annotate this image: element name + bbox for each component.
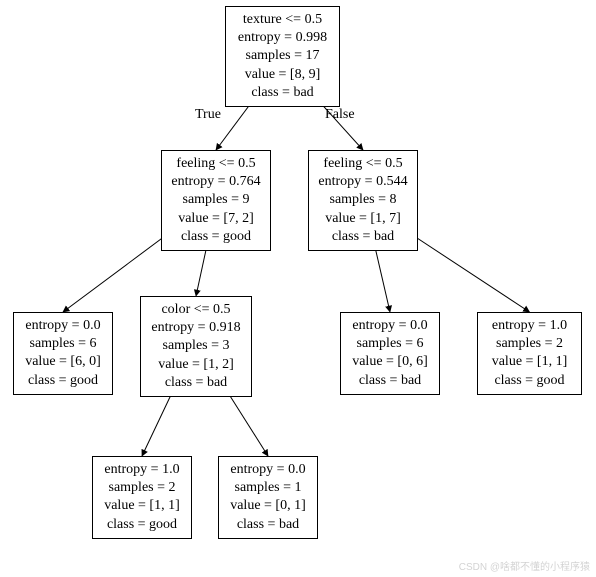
tree-node-line: samples = 6 [347, 335, 433, 353]
tree-node-line: samples = 2 [484, 335, 575, 353]
tree-node-line: class = bad [225, 516, 311, 534]
tree-node-line: value = [1, 1] [484, 353, 575, 371]
tree-node-LRL: entropy = 1.0samples = 2value = [1, 1]cl… [92, 456, 192, 539]
edge-label-false: False [325, 107, 355, 123]
tree-node-RL: entropy = 0.0samples = 6value = [0, 6]cl… [340, 312, 440, 395]
tree-node-line: entropy = 0.764 [168, 173, 264, 191]
tree-node-line: entropy = 0.0 [20, 317, 106, 335]
tree-node-RR: entropy = 1.0samples = 2value = [1, 1]cl… [477, 312, 582, 395]
tree-node-line: entropy = 1.0 [99, 461, 185, 479]
tree-node-line: class = good [99, 516, 185, 534]
tree-node-line: value = [7, 2] [168, 210, 264, 228]
tree-node-LL: entropy = 0.0samples = 6value = [6, 0]cl… [13, 312, 113, 395]
tree-node-line: class = bad [315, 228, 411, 246]
edge-label-true: True [195, 107, 221, 123]
tree-node-L: feeling <= 0.5entropy = 0.764samples = 9… [161, 150, 271, 251]
tree-node-line: samples = 17 [232, 47, 333, 65]
tree-node-R: feeling <= 0.5entropy = 0.544samples = 8… [308, 150, 418, 251]
tree-node-line: class = bad [347, 372, 433, 390]
tree-node-line: color <= 0.5 [147, 301, 245, 319]
tree-node-line: class = bad [232, 84, 333, 102]
tree-node-line: value = [1, 7] [315, 210, 411, 228]
tree-node-line: entropy = 0.0 [225, 461, 311, 479]
tree-node-root: texture <= 0.5entropy = 0.998samples = 1… [225, 6, 340, 107]
tree-node-line: value = [6, 0] [20, 353, 106, 371]
tree-node-line: entropy = 0.0 [347, 317, 433, 335]
tree-node-line: feeling <= 0.5 [168, 155, 264, 173]
tree-node-line: samples = 2 [99, 479, 185, 497]
edge-R-RR [414, 236, 530, 312]
tree-node-line: entropy = 0.998 [232, 29, 333, 47]
tree-node-line: samples = 9 [168, 191, 264, 209]
tree-node-line: feeling <= 0.5 [315, 155, 411, 173]
tree-node-LRR: entropy = 0.0samples = 1value = [0, 1]cl… [218, 456, 318, 539]
tree-node-line: texture <= 0.5 [232, 11, 333, 29]
tree-node-line: value = [0, 6] [347, 353, 433, 371]
tree-node-line: samples = 6 [20, 335, 106, 353]
watermark-text: CSDN @啥都不懂的小程序猿 [459, 558, 590, 573]
tree-node-line: value = [8, 9] [232, 66, 333, 84]
tree-node-line: value = [1, 1] [99, 497, 185, 515]
tree-node-line: class = good [20, 372, 106, 390]
tree-node-line: entropy = 0.918 [147, 319, 245, 337]
tree-node-line: samples = 3 [147, 337, 245, 355]
tree-node-LR: color <= 0.5entropy = 0.918samples = 3va… [140, 296, 252, 397]
tree-node-line: entropy = 1.0 [484, 317, 575, 335]
tree-node-line: value = [0, 1] [225, 497, 311, 515]
tree-node-line: class = bad [147, 374, 245, 392]
tree-node-line: class = good [168, 228, 264, 246]
tree-node-line: samples = 1 [225, 479, 311, 497]
tree-node-line: samples = 8 [315, 191, 411, 209]
tree-node-line: class = good [484, 372, 575, 390]
tree-node-line: entropy = 0.544 [315, 173, 411, 191]
tree-node-line: value = [1, 2] [147, 356, 245, 374]
